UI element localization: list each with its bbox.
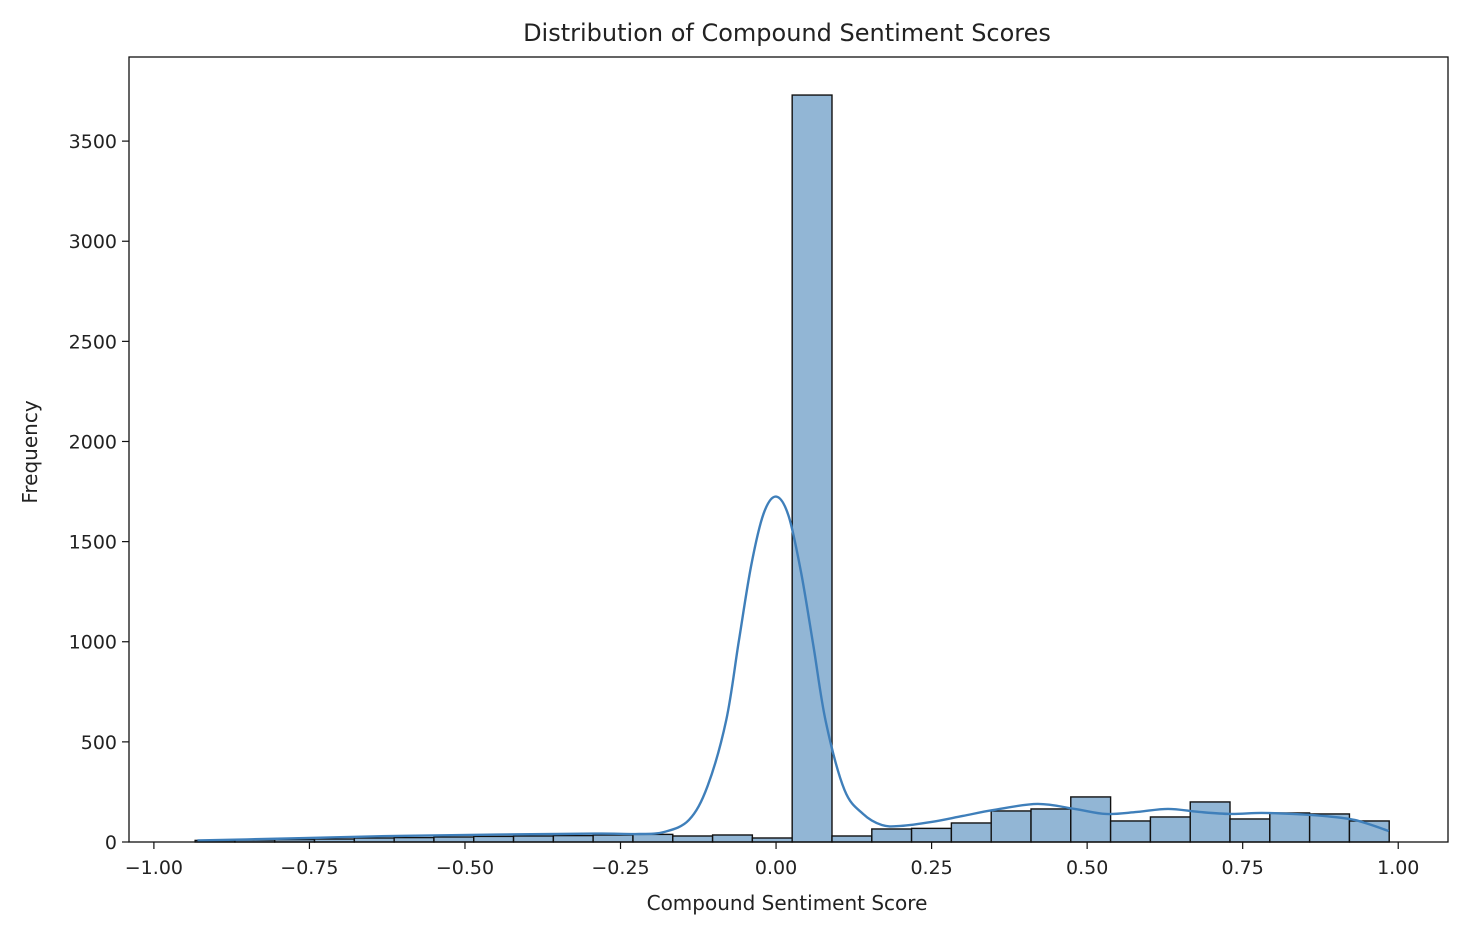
x-tick-label: 0.75 — [1222, 857, 1264, 879]
y-tick-label: 3500 — [69, 131, 117, 153]
y-axis-label: Frequency — [18, 400, 42, 503]
histogram-bar — [592, 834, 634, 843]
histogram-bar — [910, 827, 953, 843]
y-tick-label: 1500 — [69, 532, 117, 554]
y-axis-ticks: 0 500 1000 1500 2000 2500 3000 3500 — [69, 131, 129, 854]
x-tick-label: −0.75 — [280, 857, 338, 879]
histogram-bar — [831, 835, 873, 843]
y-tick-label: 3000 — [69, 231, 117, 253]
kde-curve — [197, 495, 1390, 842]
y-tick-label: 0 — [105, 832, 117, 854]
histogram-bar — [672, 835, 714, 843]
histogram-bar — [433, 836, 475, 843]
histogram-bar — [871, 828, 913, 843]
x-tick-label: 1.00 — [1377, 857, 1419, 879]
x-tick-label: 0.00 — [755, 857, 797, 879]
histogram-bar — [1189, 801, 1231, 843]
y-tick-label: 2500 — [69, 331, 117, 353]
x-tick-label: −0.50 — [436, 857, 494, 879]
x-axis-label: Compound Sentiment Score — [647, 891, 928, 915]
x-axis-ticks: −1.00 −0.75 −0.50 −0.25 0.00 0.25 0.50 0.75 1.00 — [125, 842, 1419, 879]
plot-area-frame — [128, 56, 1449, 843]
histogram-bar — [950, 822, 992, 843]
histogram-bars — [194, 94, 1390, 843]
histogram-bar — [990, 810, 1032, 843]
y-tick-label: 1000 — [69, 632, 117, 654]
x-tick-label: −0.25 — [591, 857, 649, 879]
histogram-bar — [512, 835, 555, 843]
y-tick-label: 2000 — [69, 431, 117, 453]
histogram-bar — [552, 834, 594, 843]
histogram-bar — [1030, 808, 1072, 843]
histogram-bar — [711, 834, 754, 843]
histogram-bar — [791, 94, 833, 843]
histogram-bar — [1109, 820, 1152, 843]
histogram-bar — [1070, 796, 1112, 843]
histogram-bar — [1229, 818, 1271, 843]
x-tick-label: −1.00 — [125, 857, 183, 879]
x-tick-label: 0.50 — [1066, 857, 1108, 879]
histogram-bar — [393, 836, 435, 843]
x-tick-label: 0.25 — [910, 857, 952, 879]
chart-title: Distribution of Compound Sentiment Score… — [523, 19, 1051, 47]
histogram-bar — [632, 833, 674, 843]
y-tick-label: 500 — [81, 732, 117, 754]
histogram-bar — [473, 835, 515, 843]
histogram-bar — [1149, 816, 1191, 843]
histogram-bar — [1269, 812, 1311, 843]
